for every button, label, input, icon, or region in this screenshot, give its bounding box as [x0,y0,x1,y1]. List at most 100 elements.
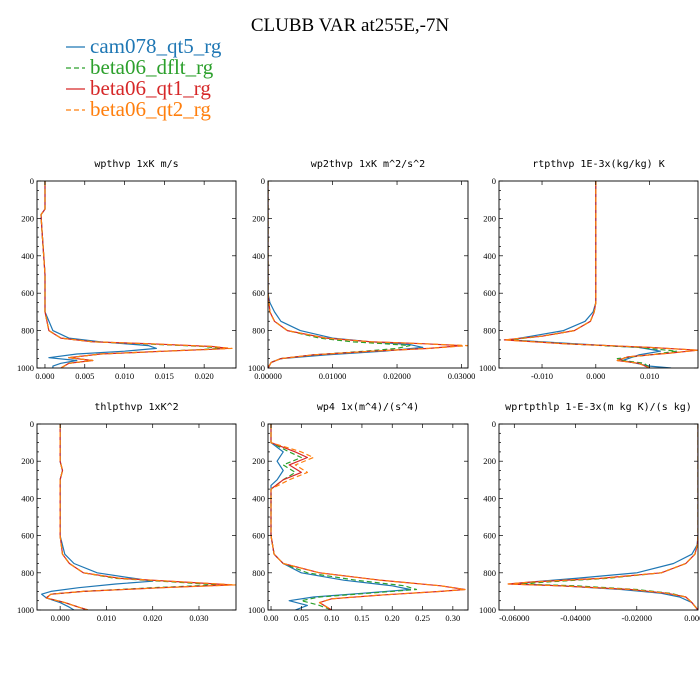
series-line [40,181,221,368]
series-line [270,424,418,610]
y-tick-label: 800 [252,568,265,578]
y-tick-label: 400 [483,251,496,261]
legend-item: beta06_qt1_rg [66,76,211,100]
x-tick-label: -0.02000 [622,613,652,623]
y-tick-label: 1000 [248,605,265,615]
y-tick-label: 200 [252,456,265,466]
x-tick-label: 0.000 [51,613,70,623]
y-tick-label: 400 [252,493,265,503]
y-tick-label: 200 [483,213,496,223]
y-tick-label: 400 [21,493,34,503]
chart-panel: thlpthvp 1xK^2 0 200 400 600 800 1000 0.000 0.01… [17,402,237,623]
x-tick-label: 0.20 [385,613,400,623]
series-line [519,424,698,610]
x-tick-label: 0.05 [294,613,309,623]
y-tick-label: 600 [252,531,265,541]
series-group [270,424,466,610]
legend-label: beta06_dflt_rg [90,55,214,79]
legend-label: beta06_qt2_rg [90,97,211,121]
series-line [40,424,154,610]
series-group [503,181,698,368]
panel-title: wp4 1x(m^4)/(s^4) [317,402,419,413]
y-tick-label: 800 [483,326,496,336]
x-tick-label: 0.030 [189,613,208,623]
series-line [40,181,233,368]
x-tick-label: 0.005 [75,371,94,381]
series-line [507,424,698,610]
x-tick-label: 0.01000 [319,371,347,381]
legend-item: beta06_qt2_rg [66,97,211,121]
plot-frame [36,180,237,369]
series-line [503,181,698,368]
x-tick-label: 0.010 [97,613,116,623]
panel-title: wp2thvp 1xK m^2/s^2 [311,159,425,170]
y-tick-label: 600 [483,288,496,298]
y-tick-label: 1000 [17,605,34,615]
x-tick-label: 0.00 [264,613,279,623]
x-tick-label: -0.010 [531,371,553,381]
plot-frame [267,180,469,369]
figure-title: CLUBB VAR at255E,-7N [251,15,450,36]
y-tick-label: 600 [21,531,34,541]
plot-frame [498,180,699,369]
series-line [503,181,698,368]
panel-title: thlpthvp 1xK^2 [94,402,178,413]
chart-panel: rtpthvp 1E-3x(kg/kg) K 0 200 400 600 800 1000 -… [479,159,699,381]
series-line [270,424,411,610]
x-tick-label: 0.02000 [383,371,411,381]
y-tick-label: 1000 [479,363,496,373]
y-tick-label: 400 [252,251,265,261]
series-line [268,181,468,368]
y-tick-label: 200 [21,456,34,466]
y-tick-label: 200 [483,456,496,466]
series-line [507,424,698,610]
legend: cam078_qt5_rgbeta06_dflt_rgbeta06_qt1_rg… [66,34,222,121]
legend-label: beta06_qt1_rg [90,76,211,100]
legend-label: cam078_qt5_rg [90,34,222,58]
x-tick-label: 0.10 [324,613,339,623]
panel-title: rtpthvp 1E-3x(kg/kg) K [532,159,664,170]
x-tick-label: 0.25 [415,613,430,623]
y-tick-label: 1000 [479,605,496,615]
y-tick-label: 600 [483,531,496,541]
y-tick-label: 800 [252,326,265,336]
x-tick-label: 0.00000 [684,613,700,623]
series-line [268,181,463,368]
series-group [40,424,236,610]
series-line [45,424,236,610]
chart-panel: wp2thvp 1xK m^2/s^2 0 200 400 600 800 10000.00… [248,159,475,381]
series-group [40,181,233,368]
x-tick-label: 0.15 [355,613,370,623]
series-line [40,181,229,368]
y-tick-label: 0 [492,176,496,186]
y-tick-label: 0 [261,419,265,429]
series-line [268,181,411,368]
x-tick-label: 0.000 [586,371,605,381]
x-tick-label: 0.020 [143,613,162,623]
series-line [270,424,466,610]
x-tick-label: 0.03000 [448,371,476,381]
x-tick-label: -0.06000 [499,613,529,623]
series-group [268,181,468,368]
y-tick-label: 0 [261,176,265,186]
series-line [509,181,672,368]
y-tick-label: 400 [21,251,34,261]
chart-panel: wprtpthlp 1-E-3x(m kg K)/(s kg) 0 200 400 60… [479,402,700,623]
panel-title: wprtpthlp 1-E-3x(m kg K)/(s kg) [505,402,692,413]
y-tick-label: 800 [483,568,496,578]
y-tick-label: 600 [21,288,34,298]
panel-title: wpthvp 1xK m/s [94,159,178,170]
series-line [40,181,157,368]
legend-item: cam078_qt5_rg [66,34,222,58]
y-tick-label: 200 [252,213,265,223]
y-tick-label: 400 [483,493,496,503]
y-tick-label: 1000 [17,363,34,373]
x-tick-label: 0.010 [640,371,659,381]
x-tick-label: 0.010 [115,371,134,381]
y-tick-label: 800 [21,568,34,578]
x-tick-label: 0.000 [35,371,54,381]
